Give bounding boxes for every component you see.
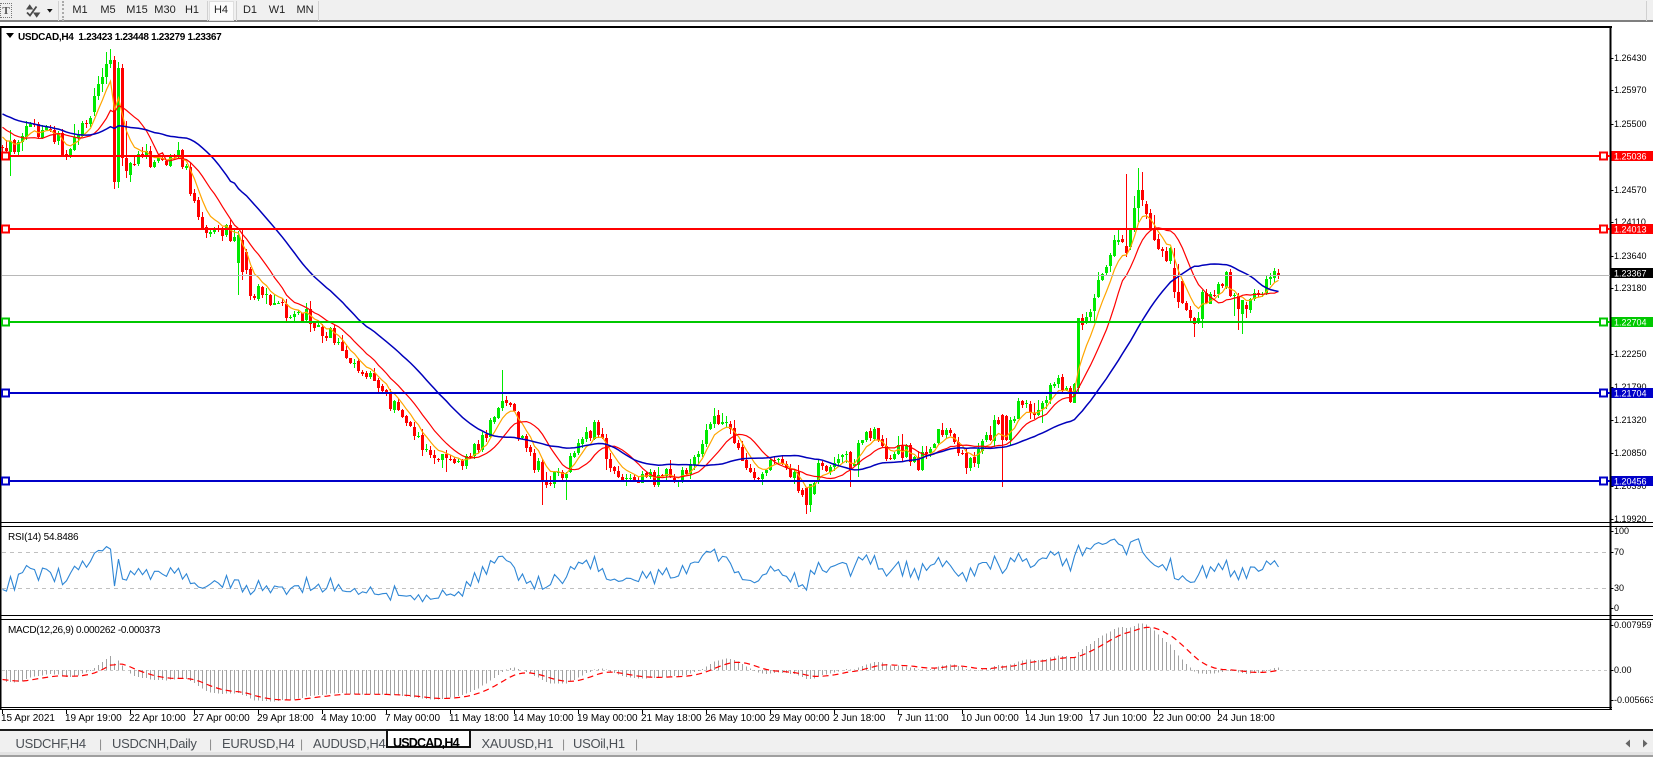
svg-text:10 Jun 00:00: 10 Jun 00:00 — [961, 713, 1019, 724]
svg-text:1.25500: 1.25500 — [1614, 119, 1647, 129]
svg-text:1.23367: 1.23367 — [1614, 268, 1647, 278]
svg-text:1.21320: 1.21320 — [1614, 415, 1647, 425]
svg-text:1.26430: 1.26430 — [1614, 53, 1647, 63]
svg-text:26 May 10:00: 26 May 10:00 — [705, 713, 766, 724]
svg-text:0.00: 0.00 — [1614, 665, 1632, 675]
svg-text:0.007959: 0.007959 — [1614, 620, 1652, 630]
svg-text:19 Apr 19:00: 19 Apr 19:00 — [65, 713, 122, 724]
svg-text:100: 100 — [1614, 526, 1629, 536]
svg-text:1.20456: 1.20456 — [1614, 476, 1647, 486]
svg-text:22 Apr 10:00: 22 Apr 10:00 — [129, 713, 186, 724]
svg-text:22 Jun 00:00: 22 Jun 00:00 — [1153, 713, 1211, 724]
svg-text:14 Jun 19:00: 14 Jun 19:00 — [1025, 713, 1083, 724]
svg-text:2 Jun 18:00: 2 Jun 18:00 — [833, 713, 886, 724]
svg-text:-0.005663: -0.005663 — [1614, 695, 1653, 705]
svg-text:1.23640: 1.23640 — [1614, 251, 1647, 261]
svg-text:4 May 10:00: 4 May 10:00 — [321, 713, 376, 724]
svg-text:USDCAD,H4 1.23423 1.23448 1.2: USDCAD,H4 1.23423 1.23448 1.23279 1.2336… — [18, 32, 222, 43]
svg-text:17 Jun 10:00: 17 Jun 10:00 — [1089, 713, 1147, 724]
svg-text:1.24570: 1.24570 — [1614, 185, 1647, 195]
svg-text:21 May 18:00: 21 May 18:00 — [641, 713, 702, 724]
svg-text:15 Apr 2021: 15 Apr 2021 — [1, 713, 55, 724]
svg-text:29 Apr 18:00: 29 Apr 18:00 — [257, 713, 314, 724]
svg-text:7 May 00:00: 7 May 00:00 — [385, 713, 440, 724]
svg-text:0: 0 — [1614, 603, 1619, 613]
svg-text:19 May 00:00: 19 May 00:00 — [577, 713, 638, 724]
svg-text:11 May 18:00: 11 May 18:00 — [449, 713, 509, 724]
svg-text:1.25036: 1.25036 — [1614, 151, 1647, 161]
svg-text:27 Apr 00:00: 27 Apr 00:00 — [193, 713, 250, 724]
svg-text:RSI(14) 54.8486: RSI(14) 54.8486 — [8, 532, 79, 543]
svg-text:1.25970: 1.25970 — [1614, 85, 1647, 95]
svg-text:MACD(12,26,9) 0.000262 -0.0003: MACD(12,26,9) 0.000262 -0.000373 — [8, 625, 161, 636]
svg-text:1.22704: 1.22704 — [1614, 317, 1647, 327]
svg-text:1.20850: 1.20850 — [1614, 448, 1647, 458]
svg-text:14 May 10:00: 14 May 10:00 — [513, 713, 574, 724]
svg-text:24 Jun 18:00: 24 Jun 18:00 — [1217, 713, 1275, 724]
svg-text:1.24013: 1.24013 — [1614, 224, 1647, 234]
svg-text:7 Jun 11:00: 7 Jun 11:00 — [897, 713, 949, 724]
svg-text:29 May 00:00: 29 May 00:00 — [769, 713, 830, 724]
svg-text:1.21704: 1.21704 — [1614, 388, 1647, 398]
svg-text:1.23180: 1.23180 — [1614, 283, 1647, 293]
svg-text:70: 70 — [1614, 547, 1624, 557]
svg-text:30: 30 — [1614, 583, 1624, 593]
svg-text:1.19920: 1.19920 — [1614, 514, 1647, 524]
svg-text:1.22250: 1.22250 — [1614, 349, 1647, 359]
